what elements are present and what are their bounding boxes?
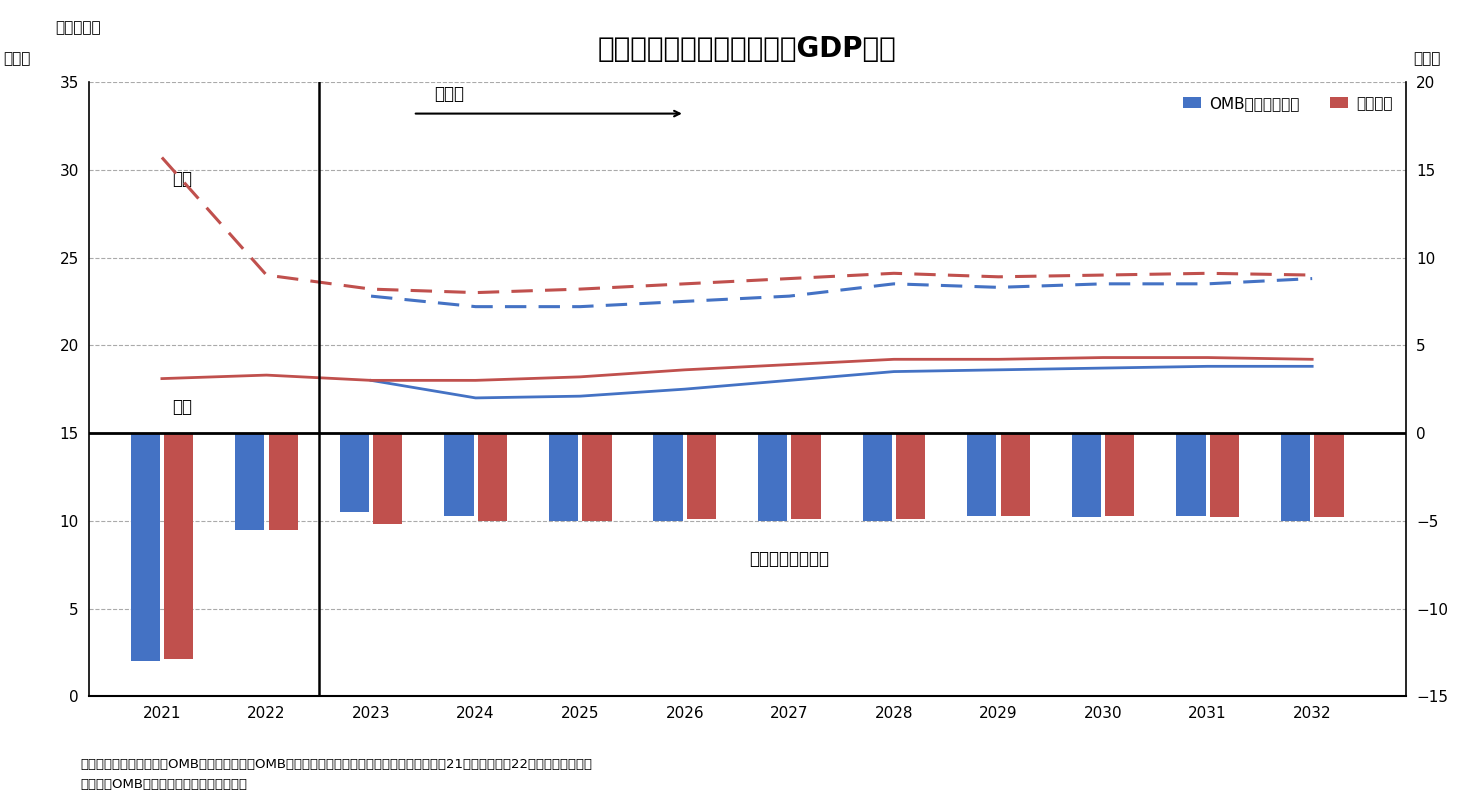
Text: （％）: （％） — [3, 52, 31, 66]
Bar — [1176, 433, 1206, 515]
Bar — [686, 433, 715, 519]
Text: （資料）OMBよりニッセイ基礎研究所作成: （資料）OMBよりニッセイ基礎研究所作成 — [80, 778, 247, 790]
Bar — [1072, 433, 1102, 518]
Bar — [130, 433, 159, 661]
Bar — [1105, 433, 1134, 515]
Text: （％）: （％） — [1413, 52, 1440, 66]
Legend: OMBベースライン, 予算教書: OMBベースライン, 予算教書 — [1178, 90, 1399, 117]
Bar — [1210, 433, 1239, 518]
Bar — [549, 433, 578, 521]
Text: 歳入: 歳入 — [173, 398, 192, 416]
Bar — [654, 433, 683, 521]
Bar — [863, 433, 892, 521]
Text: 財政収支（右軸）: 財政収支（右軸） — [749, 550, 830, 568]
Title: 歳出入、財政収支見通し（GDP比）: 歳出入、財政収支見通し（GDP比） — [598, 35, 897, 63]
Bar — [445, 433, 474, 515]
Bar — [478, 433, 508, 521]
Bar — [269, 433, 298, 530]
Bar — [791, 433, 821, 519]
Bar — [758, 433, 787, 521]
Bar — [339, 433, 369, 512]
Bar — [236, 433, 265, 530]
Bar — [582, 433, 612, 521]
Bar — [1280, 433, 1309, 521]
Text: 歳出: 歳出 — [173, 170, 192, 187]
Bar — [164, 433, 193, 659]
Bar — [1314, 433, 1343, 518]
Bar — [967, 433, 996, 515]
Bar — [1001, 433, 1030, 515]
Bar — [895, 433, 925, 519]
Bar — [373, 433, 402, 524]
Text: （図表１）: （図表１） — [56, 20, 101, 35]
Text: （注）行政予算管理局（OMB）による試算、OMBベースラインは現行法を前提にした見通し。21年度は実績、22年度は実績見込み: （注）行政予算管理局（OMB）による試算、OMBベースラインは現行法を前提にした… — [80, 758, 593, 771]
Text: 見通し: 見通し — [433, 85, 464, 103]
